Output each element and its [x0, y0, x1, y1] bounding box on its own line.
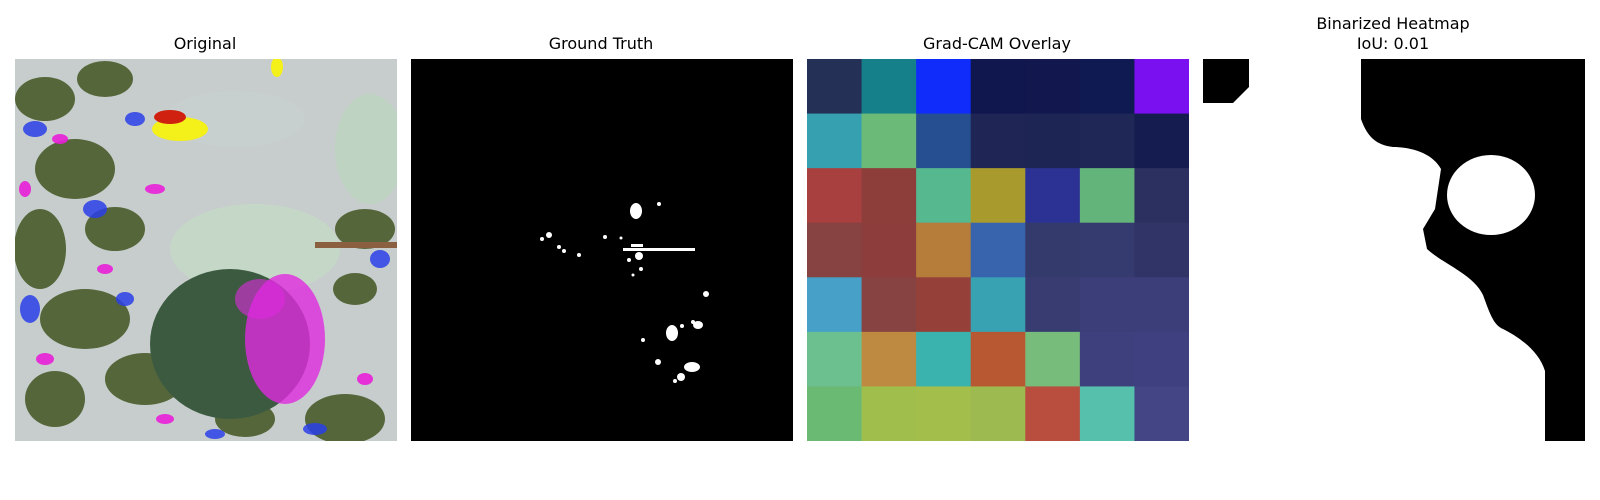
gradcam-cell-r6-c3 [970, 386, 1026, 441]
gradcam-cell-r5-c1 [861, 331, 917, 387]
gradcam-cell-r3-c4 [1025, 222, 1081, 278]
gradcam-cell-r3-c3 [970, 222, 1026, 278]
panel-title-original: Original [173, 34, 237, 53]
gradcam-cell-r2-c4 [1025, 168, 1081, 224]
panel-title-gradcam: Grad-CAM Overlay [923, 34, 1071, 53]
gradcam-cell-r3-c6 [1134, 222, 1189, 278]
gradcam-cell-r4-c3 [970, 277, 1026, 333]
gradcam-cell-r2-c0 [807, 168, 863, 224]
gradcam-cell-r6-c1 [861, 386, 917, 441]
gradcam-cell-r1-c0 [807, 113, 863, 169]
gradcam-cell-r5-c0 [807, 331, 863, 387]
gradcam-cell-r1-c2 [916, 113, 972, 169]
panel-title-iou: IoU: 0.01 [1356, 34, 1430, 53]
gradcam-cell-r3-c1 [861, 222, 917, 278]
gradcam-cell-r0-c1 [861, 59, 917, 115]
gradcam-cell-r0-c3 [970, 59, 1026, 115]
gradcam-cell-r3-c2 [916, 222, 972, 278]
binarized-heatmap [1203, 59, 1585, 441]
binarized-region-large [1361, 59, 1585, 441]
gradcam-cell-r5-c4 [1025, 331, 1081, 387]
gradcam-cell-r0-c6 [1134, 59, 1189, 115]
gradcam-cell-r2-c2 [916, 168, 972, 224]
gradcam-cell-r5-c3 [970, 331, 1026, 387]
gradcam-cell-r0-c0 [807, 59, 863, 115]
gradcam-cell-r1-c3 [970, 113, 1026, 169]
gradcam-cell-r2-c6 [1134, 168, 1189, 224]
ground-truth-mask-panel [411, 59, 793, 441]
ground-truth-mask [411, 59, 793, 441]
gradcam-cell-r3-c5 [1079, 222, 1135, 278]
panel-title-binarized: Binarized Heatmap IoU: 0.01 [1203, 14, 1583, 54]
gradcam-cell-r6-c0 [807, 386, 863, 441]
binarized-region-small [1203, 59, 1249, 103]
gradcam-cell-r5-c2 [916, 331, 972, 387]
gradcam-cell-r4-c2 [916, 277, 972, 333]
gradcam-cell-r1-c4 [1025, 113, 1081, 169]
gradcam-cell-r1-c5 [1079, 113, 1135, 169]
gradcam-cell-r4-c0 [807, 277, 863, 333]
gradcam-cell-r6-c5 [1079, 386, 1135, 441]
gradcam-cell-r2-c3 [970, 168, 1026, 224]
gradcam-overlay-grid [807, 59, 1189, 441]
gradcam-cell-r1-c6 [1134, 113, 1189, 169]
gradcam-cell-r2-c1 [861, 168, 917, 224]
gradcam-cell-r4-c4 [1025, 277, 1081, 333]
gradcam-cell-r1-c1 [861, 113, 917, 169]
gradcam-overlay-panel [807, 59, 1189, 441]
gradcam-cell-r0-c5 [1079, 59, 1135, 115]
binarized-hole [1447, 155, 1535, 235]
panel-title-ground-truth: Ground Truth [548, 34, 654, 53]
gradcam-cell-r6-c6 [1134, 386, 1189, 441]
binarized-heatmap-panel [1203, 59, 1585, 441]
gradcam-cell-r4-c5 [1079, 277, 1135, 333]
gradcam-cell-r5-c5 [1079, 331, 1135, 387]
original-image [15, 59, 397, 441]
gradcam-cell-r0-c4 [1025, 59, 1081, 115]
gradcam-cell-r2-c5 [1079, 168, 1135, 224]
gradcam-cell-r3-c0 [807, 222, 863, 278]
gradcam-cell-r4-c6 [1134, 277, 1189, 333]
gradcam-cell-r6-c4 [1025, 386, 1081, 441]
gradcam-cell-r4-c1 [861, 277, 917, 333]
original-image-panel [15, 59, 397, 441]
gradcam-cell-r6-c2 [916, 386, 972, 441]
panel-title-binarized-line1: Binarized Heatmap [1316, 14, 1470, 33]
gradcam-cell-r0-c2 [916, 59, 972, 115]
gradcam-cell-r5-c6 [1134, 331, 1189, 387]
